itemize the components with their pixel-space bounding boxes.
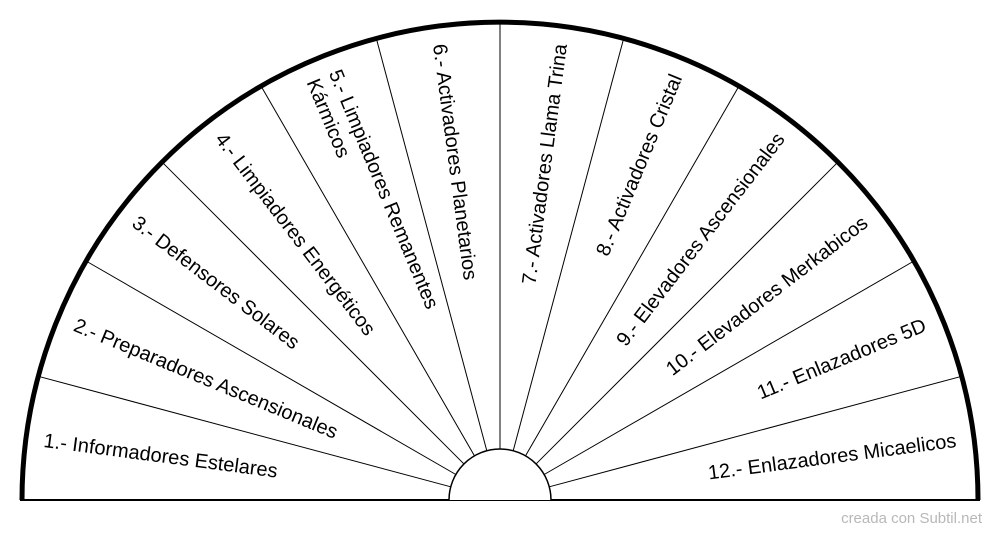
credit-text: creada con Subtil.net <box>841 510 982 527</box>
segment-label-line: 7.- Activadores Llama Trina <box>518 42 572 286</box>
segment-label-line: 6.- Activadores Planetarios <box>428 43 481 282</box>
center-hub <box>448 448 552 501</box>
segment-divider <box>163 163 465 465</box>
segment-label-8: 8.- Activadores Cristal <box>592 71 687 259</box>
segment-label-1: 1.- Informadores Estelares <box>42 430 279 483</box>
segment-label-line: 8.- Activadores Cristal <box>592 71 687 259</box>
segment-label-line: 5.- Limpiadores Remanentes <box>324 67 443 313</box>
segment-divider <box>261 87 475 457</box>
segment-label-line: 1.- Informadores Estelares <box>42 430 279 483</box>
segment-divider <box>40 376 451 488</box>
segment-label-line: 3.- Defensores Solares <box>128 212 304 354</box>
segment-dividers <box>40 24 960 488</box>
segment-label-line: 11.- Enlazadores 5D <box>754 315 929 405</box>
segment-divider <box>543 261 913 475</box>
outer-arc <box>19 19 981 501</box>
segment-label-line: 12.- Enlazadores Micaelicos <box>707 430 958 484</box>
segment-divider <box>525 87 739 457</box>
segment-divider <box>535 163 837 465</box>
segment-label-12: 12.- Enlazadores Micaelicos <box>707 430 958 484</box>
segment-divider <box>549 376 960 488</box>
segment-label-7: 7.- Activadores Llama Trina <box>518 42 572 286</box>
segment-label-11: 11.- Enlazadores 5D <box>754 315 929 405</box>
segment-label-6: 6.- Activadores Planetarios <box>428 43 481 282</box>
segment-divider <box>376 40 488 451</box>
segment-divider <box>512 40 624 451</box>
segment-divider <box>87 261 457 475</box>
segment-label-3: 3.- Defensores Solares <box>128 212 304 354</box>
